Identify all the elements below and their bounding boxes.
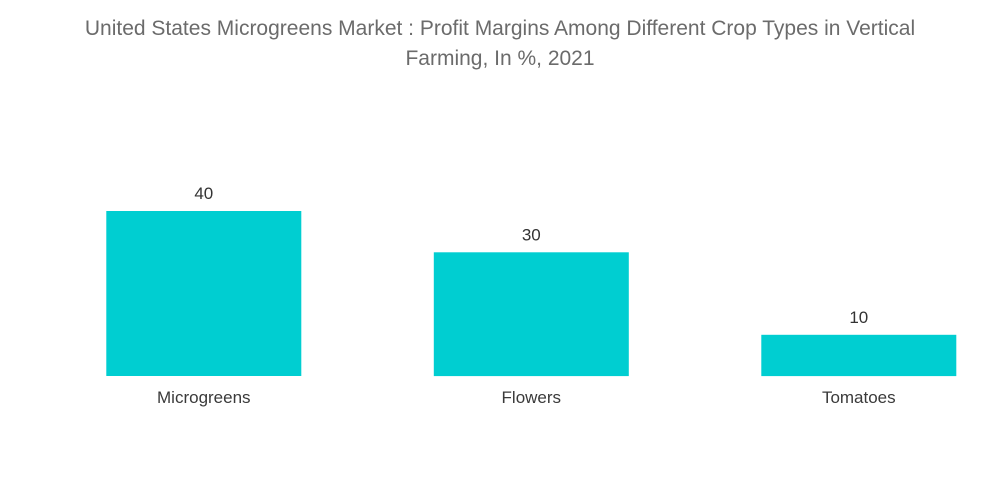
category-label-tomatoes: Tomatoes bbox=[822, 388, 896, 407]
chart-title: United States Microgreens Market : Profi… bbox=[0, 14, 1000, 74]
bar-flowers bbox=[433, 252, 629, 377]
data-label-flowers: 30 bbox=[522, 225, 541, 244]
chart-title-line-2: Farming, In %, 2021 bbox=[405, 47, 595, 70]
bar-microgreens bbox=[106, 211, 302, 376]
data-label-tomatoes: 10 bbox=[849, 308, 868, 327]
category-label-microgreens: Microgreens bbox=[157, 388, 251, 407]
bar-tomatoes bbox=[761, 334, 957, 377]
chart-title-line-1: United States Microgreens Market : Profi… bbox=[84, 17, 916, 40]
category-label-flowers: Flowers bbox=[502, 388, 562, 407]
data-label-microgreens: 40 bbox=[194, 184, 213, 203]
